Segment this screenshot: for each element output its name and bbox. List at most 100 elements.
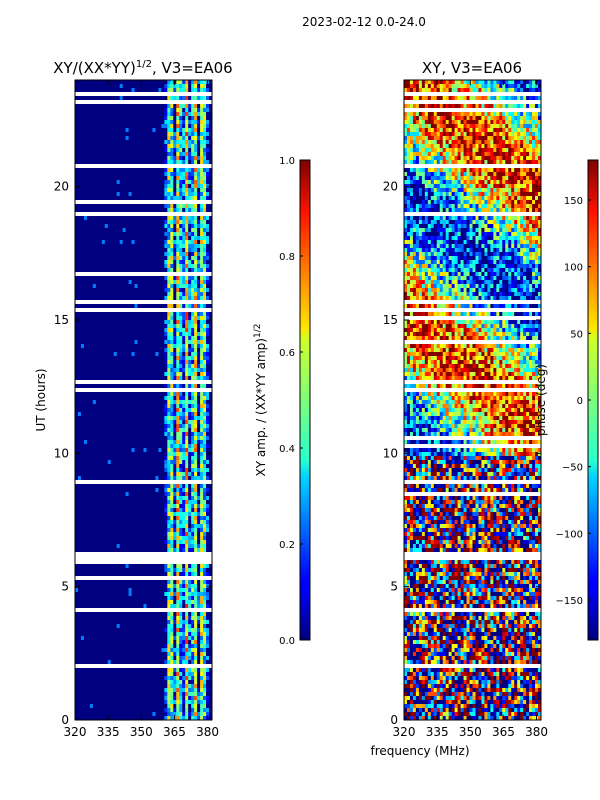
- heatmap-cell: [161, 256, 165, 260]
- heatmap-cell: [158, 268, 162, 272]
- heatmap-cell: [188, 472, 192, 476]
- heatmap-cell: [113, 96, 118, 100]
- heatmap-cell: [101, 224, 106, 228]
- heatmap-cell: [107, 196, 112, 200]
- heatmap-cell: [134, 160, 138, 164]
- heatmap-cell: [83, 132, 88, 136]
- heatmap-cell: [107, 116, 112, 120]
- heatmap-cell: [206, 176, 210, 180]
- heatmap-cell: [128, 468, 132, 472]
- heatmap-cell: [122, 116, 127, 120]
- heatmap-cell: [101, 180, 106, 184]
- heatmap-cell: [185, 112, 189, 116]
- heatmap-cell: [149, 332, 153, 336]
- heatmap-cell: [197, 400, 201, 404]
- heatmap-cell: [176, 356, 180, 360]
- heatmap-cell: [191, 136, 195, 140]
- heatmap-cell: [188, 468, 192, 472]
- heatmap-cell: [185, 228, 189, 232]
- heatmap-cell: [110, 196, 115, 200]
- heatmap-cell: [128, 144, 132, 148]
- heatmap-cell: [119, 332, 124, 336]
- heatmap-cell: [80, 296, 85, 300]
- heatmap-cell: [200, 416, 204, 420]
- heatmap-cell: [113, 152, 118, 156]
- heatmap-cell: [83, 468, 88, 472]
- heatmap-cell: [152, 84, 156, 88]
- heatmap-cell: [173, 280, 177, 284]
- heatmap-cell: [77, 80, 82, 84]
- heatmap-cell: [113, 544, 118, 548]
- heatmap-cell: [83, 516, 88, 520]
- heatmap-cell: [75, 160, 79, 164]
- heatmap-cell: [75, 144, 79, 148]
- heatmap-cell: [206, 532, 210, 536]
- heatmap-cell: [122, 364, 127, 368]
- heatmap-cell: [155, 328, 159, 332]
- heatmap-gap-row: [75, 212, 212, 216]
- heatmap-cell: [194, 316, 198, 320]
- heatmap-cell: [179, 452, 183, 456]
- heatmap-cell: [206, 292, 210, 296]
- heatmap-cell: [167, 184, 171, 188]
- heatmap-cell: [140, 180, 144, 184]
- heatmap-cell: [122, 112, 127, 116]
- heatmap-cell: [176, 124, 180, 128]
- heatmap-cell: [119, 152, 124, 156]
- heatmap-cell: [83, 460, 88, 464]
- heatmap-cell: [161, 136, 165, 140]
- heatmap-cell: [134, 356, 138, 360]
- heatmap-cell: [203, 276, 207, 280]
- heatmap-cell: [203, 256, 207, 260]
- heatmap-cell: [89, 144, 94, 148]
- heatmap-cell: [158, 280, 162, 284]
- heatmap-cell: [98, 296, 103, 300]
- heatmap-cell: [167, 348, 171, 352]
- heatmap-cell: [113, 508, 118, 512]
- heatmap-cell: [179, 360, 183, 364]
- heatmap-cell: [164, 320, 168, 324]
- heatmap-cell: [158, 196, 162, 200]
- heatmap-cell: [149, 208, 153, 212]
- heatmap-cell: [182, 304, 186, 308]
- heatmap-cell: [188, 524, 192, 528]
- heatmap-cell: [143, 224, 147, 228]
- heatmap-cell: [122, 180, 127, 184]
- heatmap-cell: [155, 168, 159, 172]
- heatmap-cell: [80, 532, 85, 536]
- heatmap-cell: [116, 264, 121, 268]
- heatmap-cell: [89, 196, 94, 200]
- heatmap-cell: [116, 532, 121, 536]
- heatmap-cell: [122, 420, 127, 424]
- heatmap-cell: [143, 464, 147, 468]
- heatmap-cell: [101, 532, 106, 536]
- heatmap-cell: [149, 140, 153, 144]
- heatmap-cell: [164, 456, 168, 460]
- heatmap-cell: [146, 392, 150, 396]
- heatmap-cell: [92, 432, 97, 436]
- heatmap-cell: [140, 228, 144, 232]
- heatmap-cell: [98, 208, 103, 212]
- heatmap-cell: [95, 268, 100, 272]
- heatmap-cell: [203, 292, 207, 296]
- heatmap-cell: [152, 516, 156, 520]
- heatmap-cell: [116, 228, 121, 232]
- heatmap-cell: [75, 252, 79, 256]
- heatmap-cell: [170, 224, 174, 228]
- heatmap-cell: [80, 240, 85, 244]
- heatmap-cell: [173, 336, 177, 340]
- heatmap-cell: [137, 96, 141, 100]
- heatmap-cell: [128, 120, 132, 124]
- heatmap-cell: [155, 436, 159, 440]
- heatmap-cell: [89, 360, 94, 364]
- heatmap-cell: [119, 464, 124, 468]
- heatmap-cell: [101, 316, 106, 320]
- heatmap-cell: [128, 132, 132, 136]
- heatmap-cell: [77, 192, 82, 196]
- heatmap-cell: [185, 316, 189, 320]
- heatmap-cell: [95, 496, 100, 500]
- heatmap-cell: [77, 448, 82, 452]
- heatmap-cell: [185, 180, 189, 184]
- heatmap-cell: [194, 428, 198, 432]
- heatmap-cell: [137, 232, 141, 236]
